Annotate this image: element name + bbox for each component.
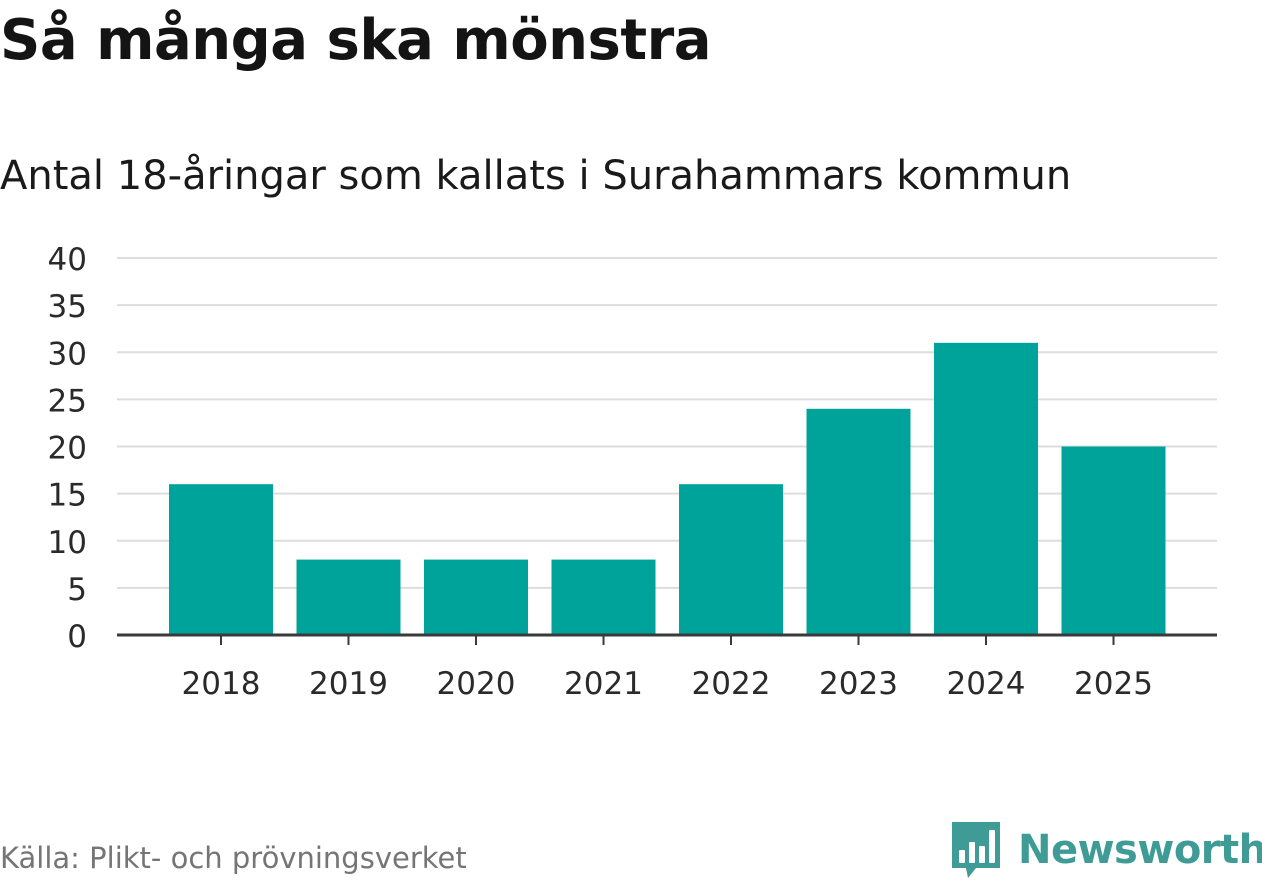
x-tick-label: 2025: [1074, 666, 1153, 702]
y-tick-label: 35: [48, 289, 87, 325]
x-tick-label: 2019: [309, 666, 388, 702]
bar-2019: [296, 559, 401, 635]
icon-bar-2: [969, 842, 975, 863]
y-axis-tick-labels: 0 5 10 15 20 25 30 35 40: [48, 242, 87, 655]
bar-2022: [679, 484, 783, 635]
bar-chart-speech-bubble-icon: [952, 822, 1000, 878]
bar-2023: [806, 408, 911, 635]
chart-title: Så många ska mönstra: [0, 8, 712, 73]
y-tick-label: 20: [48, 431, 87, 467]
y-tick-label: 30: [48, 336, 87, 372]
x-tick-label: 2024: [947, 666, 1026, 702]
x-axis-tick-labels: 2018 2019 2020 2021 2022 2023 2024 2025: [182, 666, 1153, 702]
bar-2025: [1061, 446, 1166, 635]
bar-2024: [934, 342, 1038, 635]
speech-bubble-shape: [952, 822, 1000, 878]
y-tick-label: 25: [48, 383, 87, 419]
bar-2020: [424, 559, 528, 635]
bar-2021: [551, 559, 656, 635]
source-note: Källa: Plikt- och prövningsverket: [0, 841, 467, 875]
x-tick-label: 2022: [692, 666, 771, 702]
gridlines: [117, 257, 1217, 589]
bars: [169, 342, 1166, 635]
y-tick-label: 10: [48, 525, 87, 561]
x-axis: [117, 633, 1217, 645]
chart-subtitle: Antal 18-åringar som kallats i Surahamma…: [0, 153, 1072, 199]
icon-bar-1: [959, 850, 965, 863]
brand-logo-block[interactable]: Newsworthy: [950, 818, 1262, 882]
y-tick-label: 15: [48, 478, 87, 514]
x-tick-label: 2018: [182, 666, 261, 702]
brand-name: Newsworthy: [1018, 827, 1262, 873]
bar-2018: [169, 484, 273, 635]
x-tick-label: 2023: [819, 666, 898, 702]
x-tick-label: 2021: [564, 666, 643, 702]
y-tick-label: 0: [67, 619, 87, 655]
y-tick-label: 40: [48, 242, 87, 278]
icon-bar-3: [979, 846, 985, 863]
y-tick-label: 5: [67, 572, 87, 608]
icon-bar-4: [989, 830, 995, 863]
x-tick-label: 2020: [437, 666, 516, 702]
